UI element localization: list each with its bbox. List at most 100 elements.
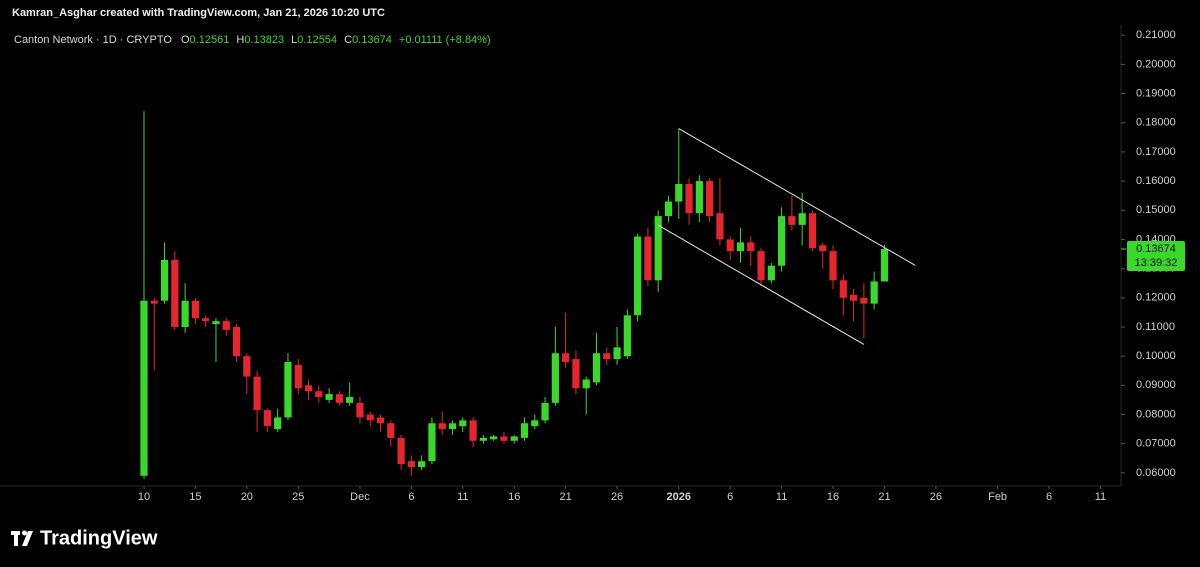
x-tick-label: 16 — [827, 491, 839, 503]
candle-body — [736, 242, 745, 252]
candle-body — [726, 239, 734, 252]
y-tick-label: 0.06000 — [1136, 467, 1176, 479]
candle-body — [479, 437, 487, 441]
x-tick-label: 6 — [727, 491, 733, 503]
last-price-box — [1127, 240, 1185, 271]
logo-shape — [22, 531, 33, 546]
y-tick-label: 0.12000 — [1136, 292, 1176, 304]
x-tick-label: 21 — [878, 491, 890, 503]
axes: 0.06000 0.07000 0.08000 0.09000 0.10000 0.110… — [138, 29, 1176, 503]
candle-body — [366, 414, 374, 421]
field-key: O — [181, 34, 190, 46]
y-tick-label: 0.08000 — [1136, 408, 1176, 420]
candle-body — [860, 297, 868, 304]
symbol-legend: Canton Network · 1D · CRYPTO O0.12561 H0… — [14, 34, 491, 46]
candle-body — [140, 300, 148, 476]
field-value: 0.13823 — [244, 34, 284, 46]
x-tick-label: Feb — [988, 491, 1007, 503]
logo-shape — [22, 530, 27, 536]
x-tick-label: 10 — [138, 491, 150, 503]
x-tick-label: 21 — [560, 491, 572, 503]
candle-body — [397, 437, 405, 465]
candle-body — [808, 213, 817, 249]
y-tick-label: 0.20000 — [1136, 58, 1176, 70]
candle-body — [870, 281, 878, 304]
candle-body — [500, 436, 508, 441]
x-tick-label: 20 — [241, 491, 253, 503]
x-tick-label: 6 — [408, 491, 414, 503]
candle-body — [448, 423, 457, 430]
candle-body — [325, 394, 333, 400]
candle-body — [356, 402, 364, 418]
candle-body — [757, 251, 765, 281]
candle-body — [582, 379, 590, 389]
change: +0.01111 (+8.84%) — [399, 34, 491, 46]
candle-body — [695, 181, 703, 214]
candle-body — [778, 216, 786, 266]
candle-body — [428, 423, 436, 462]
y-tick-label: 0.15000 — [1136, 204, 1176, 216]
x-tick-label: 26 — [930, 491, 942, 503]
candle-body — [716, 213, 724, 240]
candle-body — [613, 347, 621, 360]
brand: TradingView — [40, 527, 158, 549]
candle-body — [376, 417, 385, 424]
y-tick-label: 0.18000 — [1136, 117, 1176, 129]
candle-body — [387, 423, 395, 438]
candles — [140, 111, 889, 479]
candle-body — [767, 265, 775, 281]
x-tick-label: 2026 — [667, 491, 691, 503]
candle-body — [623, 315, 631, 357]
x-tick-label: 16 — [508, 491, 520, 503]
x-tick-label: 15 — [189, 491, 201, 503]
x-tick-label: 6 — [1046, 491, 1052, 503]
candle-body — [510, 436, 518, 441]
credit: Kamran_Asghar created with TradingView.c… — [12, 7, 385, 19]
candle-body — [541, 402, 549, 421]
footer-logo: TradingView — [11, 527, 158, 549]
field-key: C — [344, 34, 352, 46]
candle-body — [644, 236, 652, 281]
candle-body — [572, 359, 580, 389]
candle-body — [418, 461, 426, 468]
field-key: H — [236, 34, 244, 46]
candle-body — [191, 300, 200, 319]
y-tick-label: 0.10000 — [1136, 350, 1176, 362]
candle-body — [819, 245, 827, 252]
x-tick-label: 11 — [776, 491, 787, 503]
candle-body — [520, 423, 529, 438]
candle-body — [685, 184, 693, 214]
candle-body — [243, 356, 251, 377]
candle-body — [490, 436, 498, 440]
trendline — [657, 224, 865, 345]
candle-body — [531, 420, 539, 427]
candle-body — [294, 364, 302, 389]
x-tick-label: 26 — [611, 491, 623, 503]
candle-body — [335, 394, 343, 403]
candle-body — [171, 259, 179, 327]
candle-body — [788, 216, 796, 225]
candle-body — [654, 216, 662, 281]
trendline — [678, 128, 916, 266]
field-value: 0.13674 — [352, 34, 392, 46]
candle-body — [829, 251, 837, 281]
candle-body — [551, 353, 559, 403]
y-tick-label: 0.11000 — [1136, 321, 1175, 333]
y-tick-label: 0.07000 — [1136, 438, 1176, 450]
candle-body — [592, 353, 601, 383]
candle-body — [469, 420, 477, 441]
field-key: L — [291, 34, 297, 46]
field-value: 0.12561 — [190, 34, 230, 46]
candle-body — [160, 259, 169, 301]
candle-body — [232, 326, 241, 357]
candle-body — [459, 420, 467, 427]
candle-body — [274, 417, 282, 430]
candle-body — [253, 376, 261, 411]
candle-body — [346, 397, 354, 403]
field-value: 0.12554 — [297, 34, 337, 46]
candle-body — [664, 201, 673, 217]
y-tick-label: 0.19000 — [1136, 87, 1176, 99]
y-tick-label: 0.17000 — [1136, 146, 1176, 158]
